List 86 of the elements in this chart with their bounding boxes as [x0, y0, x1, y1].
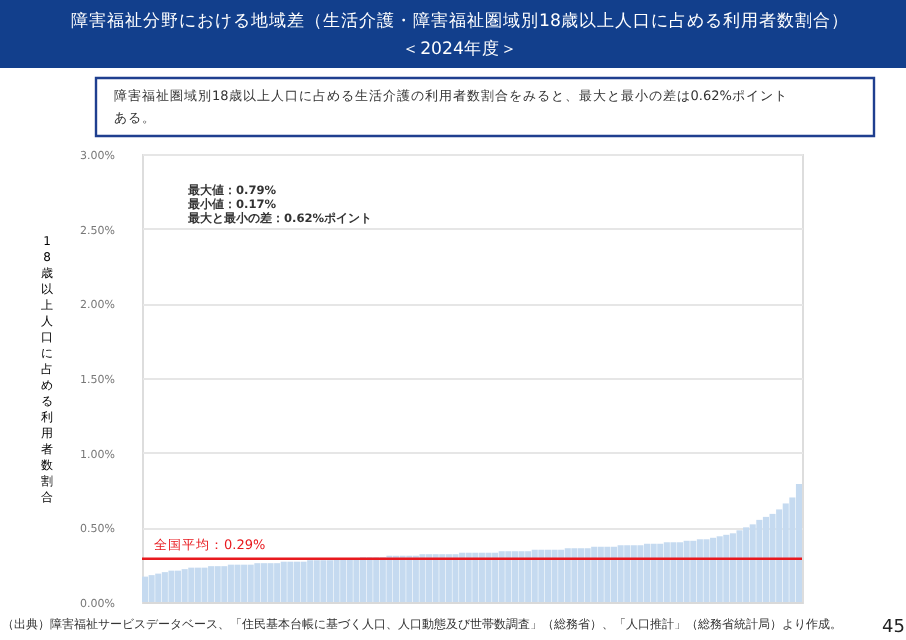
bar [393, 555, 400, 602]
bar [743, 527, 750, 602]
bar [538, 549, 545, 602]
chart-subtitle: ＜2024年度＞ [402, 38, 518, 60]
bar [683, 540, 690, 602]
bar [274, 563, 281, 602]
bar [432, 554, 439, 602]
bar [426, 554, 433, 602]
bar [412, 555, 419, 602]
bar [597, 546, 604, 602]
bar [729, 533, 736, 602]
bar [459, 552, 466, 602]
bar [379, 557, 386, 602]
bar [293, 561, 300, 602]
bar [406, 555, 413, 602]
bar [188, 567, 195, 602]
bar [142, 576, 149, 602]
bar [511, 551, 518, 602]
bar [663, 542, 670, 602]
bar [148, 575, 155, 602]
bar [696, 539, 703, 602]
bar [591, 546, 598, 602]
bar [544, 549, 551, 602]
bar [795, 484, 802, 602]
bar [604, 546, 611, 602]
bar [359, 557, 367, 602]
bar [677, 542, 684, 602]
bar [624, 545, 631, 602]
bar [155, 573, 162, 602]
bar [498, 551, 505, 602]
bar [657, 543, 664, 602]
bar [161, 572, 168, 602]
bar [756, 519, 763, 602]
bar [564, 548, 571, 602]
bar [445, 554, 452, 602]
bar [782, 503, 789, 602]
bar [723, 534, 730, 602]
bar [346, 558, 353, 602]
bar [227, 564, 234, 602]
bar [287, 561, 294, 602]
bar [762, 516, 769, 602]
bar [366, 557, 373, 602]
bar [610, 546, 618, 602]
bar [333, 558, 340, 602]
bar [353, 558, 360, 602]
bar [247, 564, 254, 602]
bar [181, 569, 188, 602]
bar [525, 551, 532, 602]
bar [584, 548, 591, 602]
bar [214, 566, 221, 602]
bar [373, 557, 380, 602]
text: 45 [882, 618, 905, 638]
bar [439, 554, 446, 602]
bar [710, 537, 717, 602]
bar [175, 570, 182, 602]
bar [221, 566, 228, 602]
bar [617, 545, 624, 602]
bar [690, 540, 697, 602]
bar [644, 543, 651, 602]
bar [650, 543, 657, 602]
bar [478, 552, 485, 602]
bar [492, 552, 499, 602]
bar [716, 536, 723, 602]
bar [630, 545, 637, 602]
bar [313, 560, 320, 602]
bar [558, 549, 565, 602]
bar [776, 509, 783, 602]
bar [241, 564, 248, 602]
bar [280, 561, 287, 602]
bar [749, 524, 756, 602]
bar [531, 549, 538, 602]
bar [208, 566, 215, 602]
bar [505, 551, 512, 602]
bar [577, 548, 585, 602]
bar [326, 560, 334, 602]
bar [340, 558, 347, 602]
bar [260, 563, 267, 602]
bar [571, 548, 578, 602]
bar [320, 560, 327, 602]
bar [472, 552, 479, 602]
bar [465, 552, 472, 602]
bar [399, 555, 406, 602]
bar [194, 567, 201, 602]
bar [307, 560, 314, 602]
bar [254, 563, 261, 602]
chart-title: 障害福祉分野における地域差（生活介護・障害福祉圏域別18歳以上人口に占める利用者数割合） [71, 10, 849, 32]
